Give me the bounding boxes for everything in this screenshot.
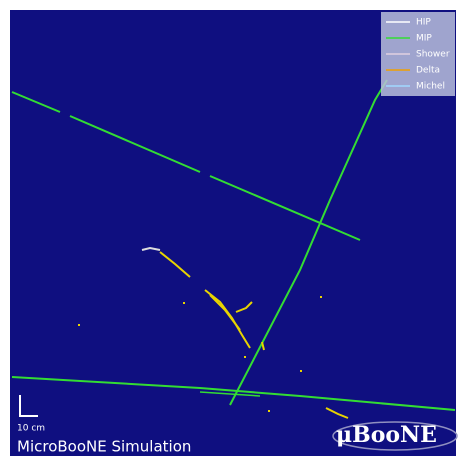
scale-label: 10 cm bbox=[17, 424, 45, 434]
event-display: HIP MIP Shower Delta Michel 10 cm MicroB… bbox=[0, 0, 462, 463]
legend: HIP MIP Shower Delta Michel bbox=[381, 12, 455, 96]
legend-label: Michel bbox=[416, 82, 445, 92]
legend-label: Shower bbox=[416, 50, 450, 60]
logo: μBooNE bbox=[336, 422, 437, 448]
caption: MicroBooNE Simulation bbox=[17, 438, 191, 456]
legend-label: Delta bbox=[416, 66, 440, 76]
legend-label: HIP bbox=[416, 18, 431, 28]
legend-label: MIP bbox=[416, 34, 432, 44]
